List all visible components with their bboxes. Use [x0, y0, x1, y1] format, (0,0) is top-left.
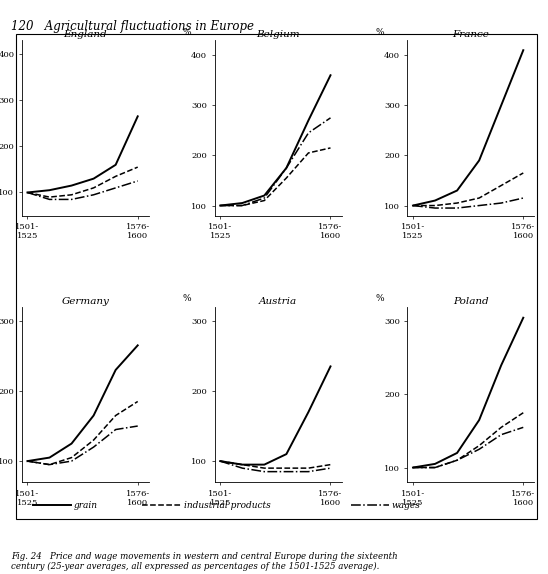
Title: Belgium: Belgium [256, 30, 300, 40]
Text: Fig. 24   Price and wage movements in western and central Europe during the sixt: Fig. 24 Price and wage movements in west… [11, 552, 398, 571]
Title: Poland: Poland [453, 297, 489, 306]
Title: England: England [64, 30, 107, 40]
Text: wages: wages [392, 501, 421, 510]
Y-axis label: %: % [182, 28, 191, 37]
Title: Germany: Germany [61, 297, 109, 306]
Title: Austria: Austria [259, 297, 297, 306]
Y-axis label: %: % [182, 294, 191, 303]
Text: 120   Agricultural fluctuations in Europe: 120 Agricultural fluctuations in Europe [11, 20, 254, 33]
Y-axis label: %: % [375, 294, 384, 303]
Y-axis label: %: % [375, 28, 384, 37]
Text: industrial products: industrial products [184, 501, 270, 510]
Text: grain: grain [74, 501, 98, 510]
Title: France: France [453, 30, 489, 40]
